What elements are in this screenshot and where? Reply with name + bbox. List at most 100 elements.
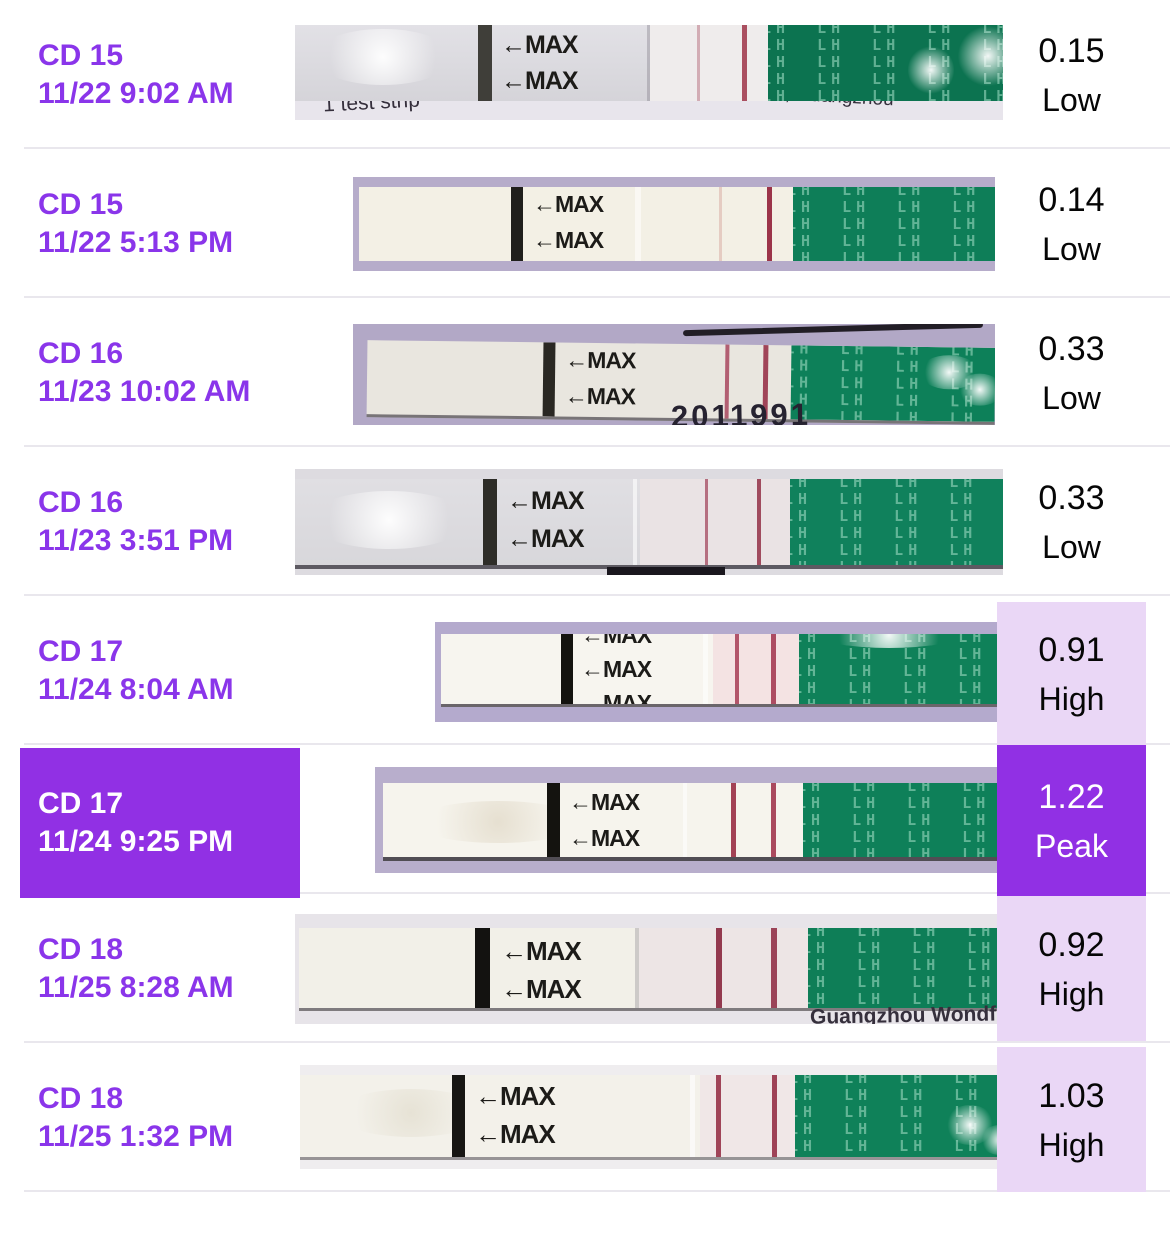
glare [908,45,954,95]
strip-photo[interactable]: ←MAX ←MAX LH LH LH LH LH LH LH LH LH LH … [353,324,995,425]
row-divider [24,296,1170,298]
ratio-value: 0.92 [1038,925,1105,964]
strip-photo[interactable]: ←MAX ←MAX LH LH LH LH LH LH LH LH LH LH … [295,469,1003,575]
strip-photo[interactable]: ←MAX ←MAX LH LH LH LH LH LH LH LH LH LH … [295,914,1003,1024]
green-lh-section: LH LH LH LH LH LH LH LH LH LH LH LH LH L… [790,345,995,422]
glare [819,634,959,648]
test-datetime: 11/23 10:02 AM [38,374,251,408]
status-label: Low [1042,528,1101,565]
max-arrow-label: ←MAX [565,346,636,374]
cycle-day-label: CD 17 11/24 8:04 AM [38,596,234,745]
test-datetime: 11/24 8:04 AM [38,672,234,706]
status-label: Low [1042,230,1101,267]
result-block: 1.03 High [997,1047,1146,1192]
strip-photo[interactable]: ←MAX ←MAX ←MAX LH LH LH LH LH LH LH LH L… [435,622,1000,722]
test-strip: ←MAX ←MAX LH LH LH LH LH LH LH LH LH LH … [295,25,1003,101]
max-fill-bar [452,1075,465,1157]
cycle-day-label: CD 15 11/22 5:13 PM [38,149,233,298]
max-arrow-label: ←MAX [569,789,640,815]
result-block: 0.92 High [997,896,1146,1041]
max-fill-bar [542,342,556,417]
control-line [772,1075,777,1157]
test-row[interactable]: CD 16 11/23 3:51 PM ←MAX ←MAX LH LH LH L… [0,447,1170,596]
test-row[interactable]: CD 17 11/24 8:04 AM ←MAX ←MAX ←MAX LH LH… [0,596,1170,745]
strip-photo[interactable]: ←MAX ←MAX LH LH LH LH LH LH LH LH LH LH … [300,1065,1016,1169]
green-lh-section: LH LH LH LH LH LH LH LH LH LH LH LH LH L… [803,783,1007,857]
max-arrow-label: ←MAX [501,974,582,1004]
lh-print-pattern: LH LH LH LH LH LH LH LH LH LH LH LH LH L… [803,783,991,857]
green-lh-section: LH LH LH LH LH LH LH LH LH LH LH LH LH L… [799,634,1000,704]
lh-print-pattern: LH LH LH LH LH LH LH LH LH LH LH LH LH L… [808,928,996,1008]
test-datetime: 11/23 3:51 PM [38,523,234,557]
green-lh-section: LH LH LH LH LH LH LH LH LH LH LH LH LH L… [808,928,1003,1008]
result-block: 0.15 Low [997,0,1146,149]
membrane [713,634,799,704]
status-label: High [1038,1126,1105,1163]
lot-number-text: 2011991 [670,396,812,425]
test-datetime: 11/25 1:32 PM [38,1119,234,1153]
manufacturer-text: Guangzhou Wondfo [809,1002,1003,1024]
cycle-day: CD 15 [38,38,124,72]
glare [313,29,453,85]
membrane [639,928,808,1008]
ratio-value: 0.14 [1038,180,1105,219]
ratio-value: 1.22 [1038,778,1105,816]
lh-print-pattern: LH LH LH LH LH LH LH LH LH LH LH LH LH L… [795,1075,983,1157]
result-block: 0.91 High [997,602,1146,745]
result-block: 0.33 Low [997,298,1146,447]
cycle-day-label: CD 16 11/23 10:02 AM [38,298,250,447]
max-arrow-label: ←MAX [581,634,652,648]
status-label: Low [1042,81,1101,118]
row-divider [24,892,1170,894]
strip-crease [683,783,687,857]
control-line [771,634,776,704]
max-fill-bar [561,634,573,704]
test-row[interactable]: CD 18 11/25 8:28 AM ←MAX ←MAX LH LH LH L… [0,894,1170,1043]
test-row[interactable]: CD 18 11/25 1:32 PM ←MAX ←MAX LH LH LH L… [0,1043,1170,1192]
max-arrow-label: ←MAX [501,31,579,59]
green-lh-section: LH LH LH LH LH LH LH LH LH LH LH LH LH L… [790,479,1003,565]
test-datetime: 11/24 9:25 PM [38,825,234,858]
max-fill-bar [511,187,523,261]
max-fill-bar [547,783,560,857]
status-label: Peak [1035,828,1108,864]
test-line [735,634,739,704]
ratio-value: 0.33 [1038,329,1105,368]
cycle-day-label: CD 18 11/25 1:32 PM [38,1043,233,1192]
green-lh-section: LH LH LH LH LH LH LH LH LH LH LH LH LH L… [793,187,995,261]
control-line [757,479,761,565]
row-divider [24,1041,1170,1043]
max-arrow-label: ←MAX [581,690,652,707]
max-arrow-label: ←MAX [564,382,636,410]
max-fill-bar [475,928,490,1008]
green-lh-section: LH LH LH LH LH LH LH LH LH LH LH LH LH L… [795,1075,1016,1157]
test-row[interactable]: CD 15 11/22 5:13 PM ←MAX ←MAX LH LH LH L… [0,149,1170,298]
strip-photo[interactable]: ←MAX ←MAX LH LH LH LH LH LH LH LH LH LH … [353,177,995,271]
strip-crease [690,1075,695,1157]
test-row[interactable]: CD 15 11/22 9:02 AM 1 test strip Distric… [0,0,1170,149]
result-block: 1.22 Peak [997,745,1146,897]
test-datetime: 11/22 9:02 AM [38,76,234,110]
test-datetime: 11/22 5:13 PM [38,225,234,259]
cassette-edge [635,928,639,1008]
ratio-value: 0.33 [1038,478,1105,517]
ratio-value: 0.91 [1038,630,1105,669]
test-line [716,1075,721,1157]
max-arrow-label: ←MAX [507,525,585,553]
membrane [700,1075,795,1157]
strip-photo[interactable]: 1 test strip District, 510663, Guangzhou… [295,25,1003,120]
cycle-day: CD 18 [38,932,124,966]
test-row-peak[interactable]: CD 17 11/24 9:25 PM ←MAX ←MAX LH LH LH L… [0,745,1170,898]
test-row[interactable]: CD 16 11/23 10:02 AM ←MAX ←MAX LH LH LH … [0,298,1170,447]
strip-photo[interactable]: ←MAX ←MAX LH LH LH LH LH LH LH LH LH LH … [375,767,1007,873]
test-line [697,25,700,101]
cycle-day-label: CD 16 11/23 3:51 PM [38,447,233,596]
cycle-day: CD 17 [38,634,124,668]
glare [958,25,1003,87]
max-arrow-label: ←MAX [475,1081,556,1111]
ratio-value: 0.15 [1038,31,1105,70]
control-line [771,783,776,857]
packaging-cord [682,324,984,337]
cassette-edge [633,479,637,565]
status-label: High [1038,680,1105,717]
